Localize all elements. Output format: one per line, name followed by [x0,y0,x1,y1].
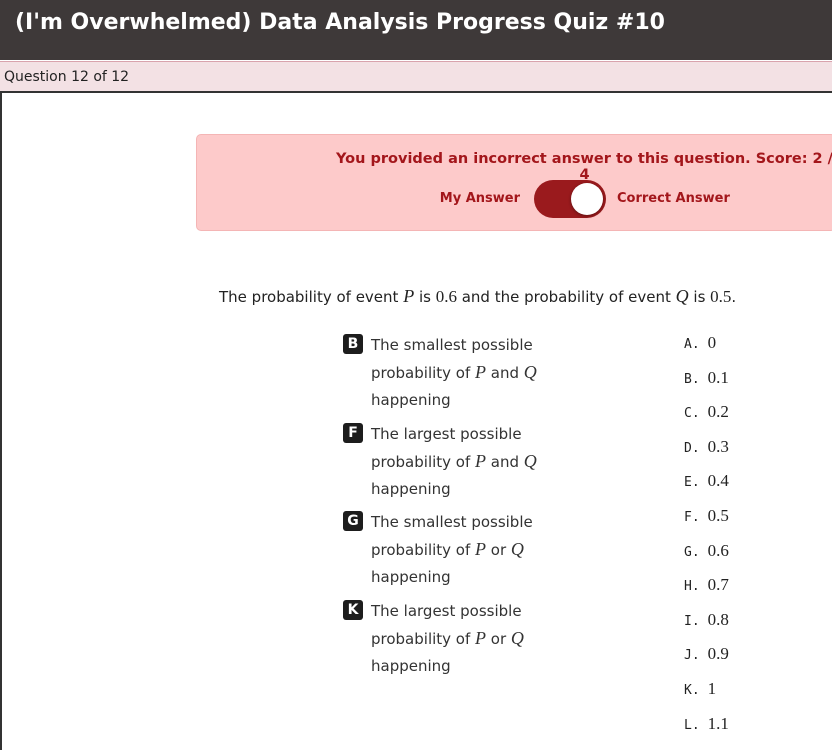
feedback-message: You provided an incorrect answer to this… [336,151,832,183]
option-letter: K. [684,683,700,698]
text-segment: and [486,452,524,471]
text-segment: is [688,288,711,306]
math-text: P [475,362,487,382]
option-letter: C. [684,406,700,422]
progress-text: Question 12 of 12 [4,69,130,85]
answer-option: H. 0.7 [684,575,729,595]
option-letter: I. [684,613,700,629]
option-value: 0.9 [707,644,729,664]
item-text: The largest possible probability of P an… [371,421,551,503]
feedback-box: You provided an incorrect answer to this… [196,134,832,231]
text-segment: or [486,541,511,559]
item-text: The smallest possible probability of P a… [371,332,551,414]
item-text: The largest possible probability of P or… [371,598,551,680]
answer-option: C. 0.2 [684,402,729,422]
math-text: 0.5 [710,287,732,306]
option-value: 0.2 [707,402,729,422]
text-segment: The largest possible probability of [371,601,522,648]
math-text: P [403,286,415,306]
progress-bar: Question 12 of 12 [0,61,832,93]
answer-option: L. 1.1 [684,714,729,734]
option-value: 1 [707,679,717,698]
text-segment: is [414,288,436,306]
frame-border [0,93,2,750]
option-value: 0.6 [707,540,729,560]
option-letter: G. [684,544,700,560]
math-text: P [475,539,487,559]
header: (I'm Overwhelmed) Data Analysis Progress… [0,0,832,60]
item-letter: F [343,422,363,443]
answer-option: J. 0.9 [684,644,729,664]
text-segment: and the probability of event [456,288,676,306]
answer-option: F. 0.5 [684,506,729,526]
answer-option: K. 1 [684,679,716,699]
math-text: Q [675,286,689,306]
text-segment: happening [371,656,451,675]
answer-option: G. 0.6 [684,541,729,561]
text-segment: and [486,364,524,382]
item-letter: K [343,599,363,620]
text-segment: happening [371,391,451,409]
text-segment: The largest possible probability of [371,424,522,471]
option-letter: F. [684,510,700,525]
option-value: 0.3 [707,436,729,456]
item-text: The smallest possible probability of P o… [371,509,551,591]
answer-option: E. 0.4 [684,471,729,491]
option-letter: J. [684,648,700,664]
correct-answer-label[interactable]: Correct Answer [617,191,730,206]
math-text: Q [510,627,524,648]
text-segment: happening [371,568,451,586]
answer-option: B. 0.1 [684,368,729,388]
option-value: 0 [707,333,717,352]
math-text: Q [523,450,537,471]
option-value: 1.1 [707,713,729,733]
item-letter: B [343,334,363,354]
option-letter: D. [684,440,700,456]
question-prompt: The probability of event P is 0.6 and th… [219,286,736,307]
math-text: Q [510,539,524,559]
option-value: 0.4 [707,471,729,491]
math-text: P [475,450,487,471]
option-value: 0.8 [707,609,729,629]
quiz-title: (I'm Overwhelmed) Data Analysis Progress… [15,10,665,35]
option-letter: B. [684,371,700,387]
answer-option: A. 0 [684,333,716,353]
text-segment: The smallest possible probability of [371,336,533,382]
text-segment: The probability of event [219,288,404,306]
option-letter: A. [684,337,700,352]
answer-toggle[interactable] [534,180,606,218]
answer-option: I. 0.8 [684,610,729,630]
math-text: P [475,627,487,648]
math-text: 0.6 [435,287,457,306]
text-segment: happening [371,479,451,498]
item-letter: G [343,511,363,531]
option-letter: E. [684,475,700,491]
option-letter: H. [684,579,700,595]
toggle-knob [571,183,603,215]
option-value: 0.1 [707,367,729,387]
option-value: 0.5 [707,506,729,525]
text-segment: or [486,629,511,648]
option-letter: L. [684,717,700,733]
my-answer-label[interactable]: My Answer [439,191,520,206]
text-segment: . [731,288,737,306]
math-text: Q [523,362,537,382]
option-value: 0.7 [707,575,729,595]
answer-option: D. 0.3 [684,437,729,457]
text-segment: The smallest possible probability of [371,513,533,559]
